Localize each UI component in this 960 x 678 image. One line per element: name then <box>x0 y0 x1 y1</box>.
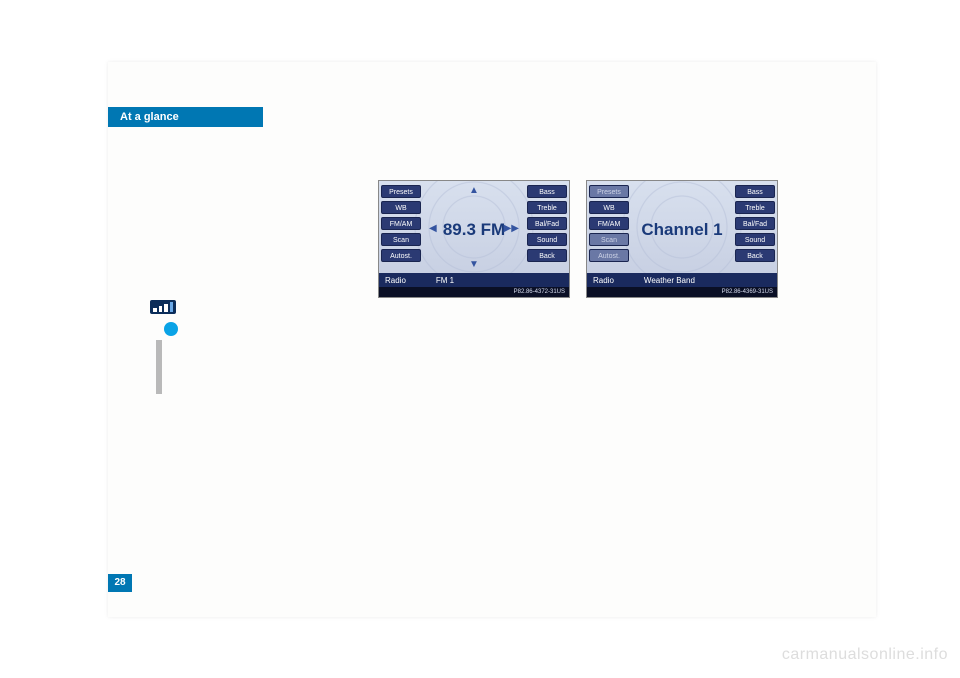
status-mode: Radio <box>593 276 614 285</box>
btn-sound: Sound <box>527 233 567 246</box>
info-icon <box>164 322 178 336</box>
status-band: Weather Band <box>644 276 695 285</box>
arrow-left-icon: ◀ <box>429 223 437 234</box>
btn-wb: WB <box>381 201 421 214</box>
btn-fm-am: FM/AM <box>381 217 421 230</box>
btn-presets: Presets <box>381 185 421 198</box>
btn-sound: Sound <box>735 233 775 246</box>
status-mode: Radio <box>385 276 406 285</box>
btn-back: Back <box>527 249 567 262</box>
btn-autost: Autost. <box>589 249 629 262</box>
manual-page: At a glance 89.3 FM Presets WB FM/AM Sca… <box>108 62 876 617</box>
btn-wb: WB <box>589 201 629 214</box>
status-band: FM 1 <box>436 276 454 285</box>
btn-bass: Bass <box>735 185 775 198</box>
section-header: At a glance <box>108 107 263 127</box>
btn-fm-am: FM/AM <box>589 217 629 230</box>
btn-autost: Autost. <box>381 249 421 262</box>
btn-back: Back <box>735 249 775 262</box>
wb-statusbar: Radio Weather Band <box>587 273 777 287</box>
page-number: 28 <box>108 574 132 592</box>
fm-image-code: P82.86-4372-31US <box>379 287 569 297</box>
btn-treble: Treble <box>735 201 775 214</box>
btn-presets: Presets <box>589 185 629 198</box>
wb-image-code: P82.86-4369-31US <box>587 287 777 297</box>
btn-bass: Bass <box>527 185 567 198</box>
arrow-down-icon: ▼ <box>469 259 479 270</box>
watermark: carmanualsonline.info <box>782 646 948 664</box>
radio-display-fm: 89.3 FM Presets WB FM/AM Scan Autost. Ba… <box>378 180 570 298</box>
wb-channel: Channel 1 <box>629 181 735 279</box>
btn-scan: Scan <box>589 233 629 246</box>
signal-strength-icon <box>150 300 176 314</box>
arrow-up-icon: ▲ <box>469 185 479 196</box>
radio-display-wb: Channel 1 Presets WB FM/AM Scan Autost. … <box>586 180 778 298</box>
note-sidebar <box>156 340 162 394</box>
fm-statusbar: Radio FM 1 <box>379 273 569 287</box>
info-note <box>164 322 178 341</box>
arrow-right-icon: ▶▶ <box>504 223 519 234</box>
btn-balfad: Bal/Fad <box>735 217 775 230</box>
btn-treble: Treble <box>527 201 567 214</box>
btn-scan: Scan <box>381 233 421 246</box>
btn-balfad: Bal/Fad <box>527 217 567 230</box>
